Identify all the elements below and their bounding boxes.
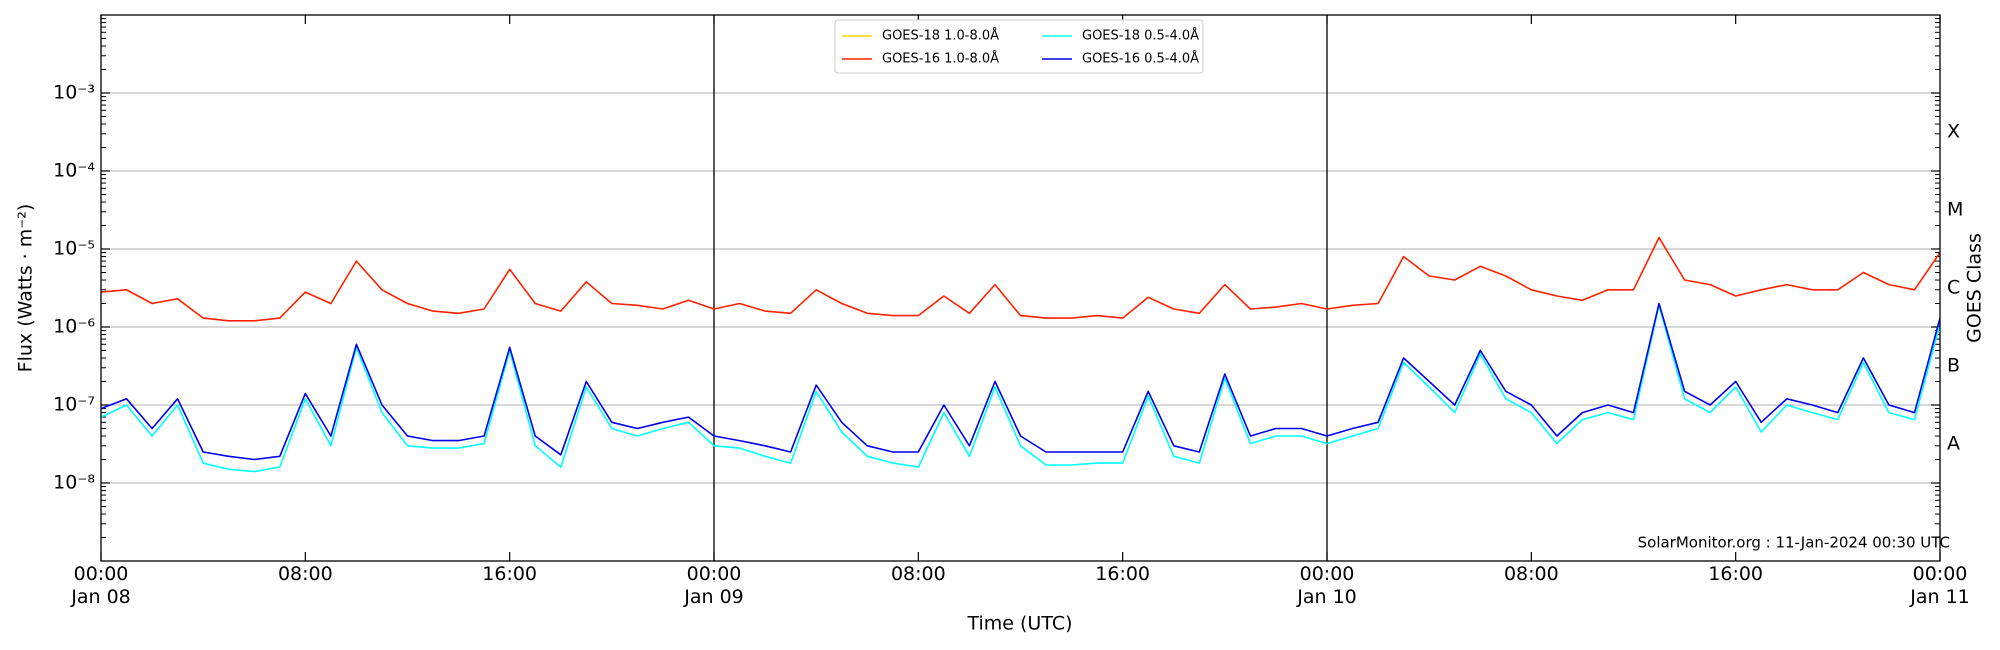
x-tick-label: 00:00 Jan 09 (684, 563, 744, 608)
y-tick-label: 10⁻⁷ (53, 394, 95, 416)
legend-label: GOES-16 1.0-8.0Å (882, 51, 999, 67)
legend-label: GOES-18 1.0-8.0Å (882, 28, 999, 44)
x-tick-label: 08:00 (277, 563, 333, 585)
x-axis-label: Time (UTC) (966, 613, 1072, 635)
y2-axis-label: GOES Class (1964, 233, 1986, 343)
legend-label: GOES-16 0.5-4.0Å (1082, 51, 1199, 67)
x-tick-label: 00:00 Jan 08 (71, 563, 131, 608)
y2-tick-label: A (1947, 433, 1960, 455)
y-tick-label: 10⁻³ (53, 82, 95, 104)
x-tick-label: 00:00 Jan 10 (1297, 563, 1357, 608)
series-line (100, 304, 1941, 473)
legend-box (834, 19, 1204, 74)
y2-tick-label: C (1947, 277, 1960, 299)
series-line (100, 302, 1941, 461)
y2-tick-label: X (1947, 121, 1960, 143)
y-tick-label: 10⁻⁸ (53, 472, 95, 494)
y-axis-label: Flux (Watts · m⁻²) (15, 204, 37, 373)
legend: GOES-18 1.0-8.0Å GOES-16 1.0-8.0Å GOES-18 … (834, 19, 1204, 74)
plot-frame (100, 14, 1941, 562)
y-tick-label: 10⁻⁴ (53, 160, 95, 182)
y-tick-label: 10⁻⁶ (53, 316, 95, 338)
x-tick-label: 16:00 (1708, 563, 1764, 585)
x-tick-label: 16:00 (482, 563, 538, 585)
y2-tick-label: B (1947, 355, 1960, 377)
x-tick-label: 08:00 (1503, 563, 1559, 585)
y-tick-label: 10⁻⁵ (53, 238, 95, 260)
series-line (100, 236, 1941, 322)
x-tick-label: 16:00 (1095, 563, 1151, 585)
legend-label: GOES-18 0.5-4.0Å (1082, 28, 1199, 44)
y2-tick-label: M (1947, 199, 1963, 221)
x-tick-label: 08:00 (890, 563, 946, 585)
annotation: SolarMonitor.org : 11-Jan-2024 00:30 UTC (1638, 534, 1950, 552)
x-tick-label: 00:00 Jan 11 (1910, 563, 1970, 608)
